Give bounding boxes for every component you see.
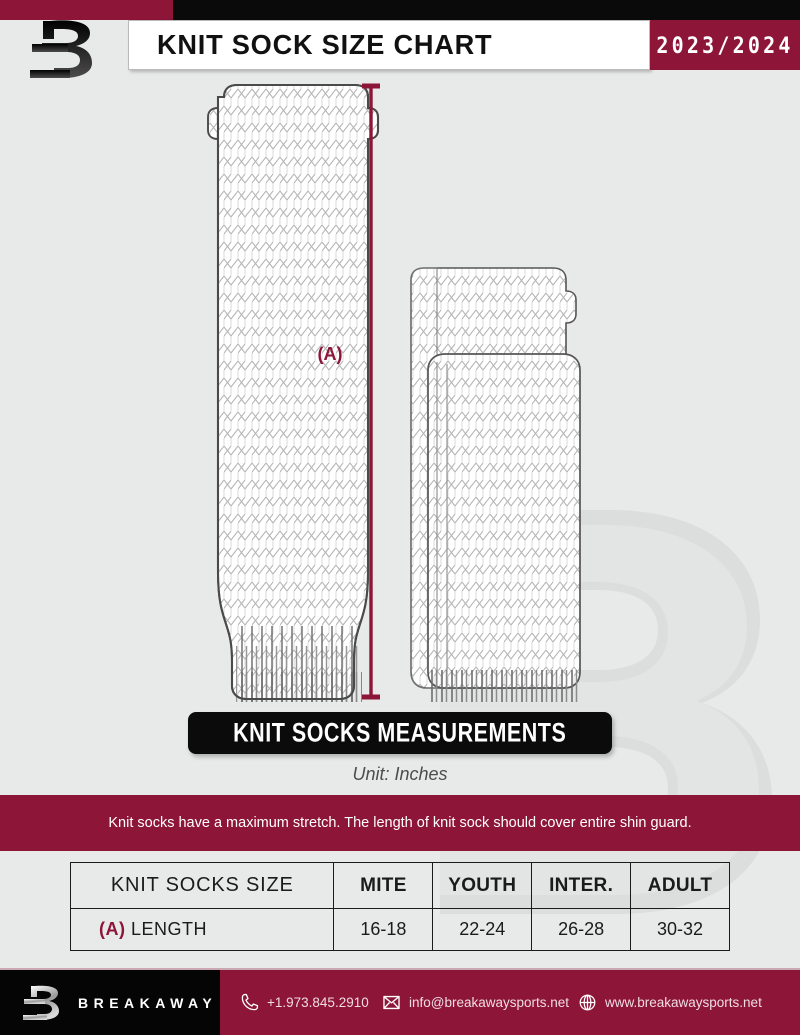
- adult-sock: [207, 83, 380, 702]
- footer-divider: [0, 968, 800, 970]
- header-black-bar: [173, 0, 800, 20]
- table-header-size: KNIT SOCKS SIZE: [69, 862, 335, 909]
- footer-website-text: www.breakawaysports.net: [605, 995, 762, 1010]
- cell-mite-length: 16-18: [333, 908, 434, 951]
- measurement-line-a: [362, 83, 380, 700]
- breakaway-b-logo-icon: [23, 985, 59, 1020]
- cell-youth-length: 22-24: [432, 908, 533, 951]
- footer-email-text: info@breakawaysports.net: [409, 995, 570, 1010]
- table-header-youth: YOUTH: [432, 862, 533, 909]
- note-banner: Knit socks have a maximum stretch. The l…: [0, 795, 800, 851]
- page-footer: BREAKAWAY +1.973.845.2910 info@breakaway…: [0, 968, 800, 1035]
- page-header: KNIT SOCK SIZE CHART 2023/2024: [0, 0, 800, 79]
- knit-sock-illustration: (A): [207, 83, 581, 702]
- table-row-label: (A) LENGTH: [69, 908, 335, 951]
- footer-brand-name: BREAKAWAY: [78, 994, 218, 1011]
- phone-icon: [241, 993, 259, 1011]
- table-header-mite: MITE: [333, 862, 434, 909]
- table-header-adult: ADULT: [630, 862, 730, 909]
- unit-label: Unit: Inches: [352, 764, 448, 784]
- table-header-inter: INTER.: [531, 862, 632, 909]
- measurements-title: KNIT SOCKS MEASUREMENTS: [233, 717, 567, 748]
- season-year-badge: 2023/2024: [650, 20, 800, 70]
- youth-sock: [427, 353, 581, 702]
- footer-website[interactable]: www.breakawaysports.net: [578, 970, 762, 1035]
- measurement-label-a: (A): [318, 344, 343, 364]
- size-table-wrapper: KNIT SOCKS SIZE MITE YOUTH INTER. ADULT …: [69, 862, 730, 951]
- size-table: KNIT SOCKS SIZE MITE YOUTH INTER. ADULT …: [69, 862, 730, 951]
- footer-phone-text: +1.973.845.2910: [267, 995, 369, 1010]
- season-year-label: 2023/2024: [656, 31, 794, 59]
- footer-email[interactable]: info@breakawaysports.net: [382, 970, 569, 1035]
- page-title: KNIT SOCK SIZE CHART: [157, 29, 493, 60]
- measurements-title-box: KNIT SOCKS MEASUREMENTS: [188, 712, 612, 754]
- cell-inter-length: 26-28: [531, 908, 632, 951]
- note-text: Knit socks have a maximum stretch. The l…: [108, 815, 692, 831]
- cell-adult-length: 30-32: [630, 908, 730, 951]
- footer-contact-panel: [220, 970, 800, 1035]
- table-header-row: KNIT SOCKS SIZE MITE YOUTH INTER. ADULT: [69, 862, 730, 909]
- header-accent-bar: [0, 0, 173, 20]
- row-mark-a: (A): [99, 919, 126, 939]
- breakaway-b-logo-icon: [30, 20, 92, 79]
- globe-icon: [579, 994, 596, 1011]
- envelope-icon: [383, 995, 400, 1010]
- chart-title-box: KNIT SOCK SIZE CHART: [128, 20, 650, 70]
- row-label-text: LENGTH: [131, 919, 208, 939]
- table-row: (A) LENGTH 16-18 22-24 26-28 30-32: [69, 908, 730, 951]
- footer-phone[interactable]: +1.973.845.2910: [240, 970, 369, 1035]
